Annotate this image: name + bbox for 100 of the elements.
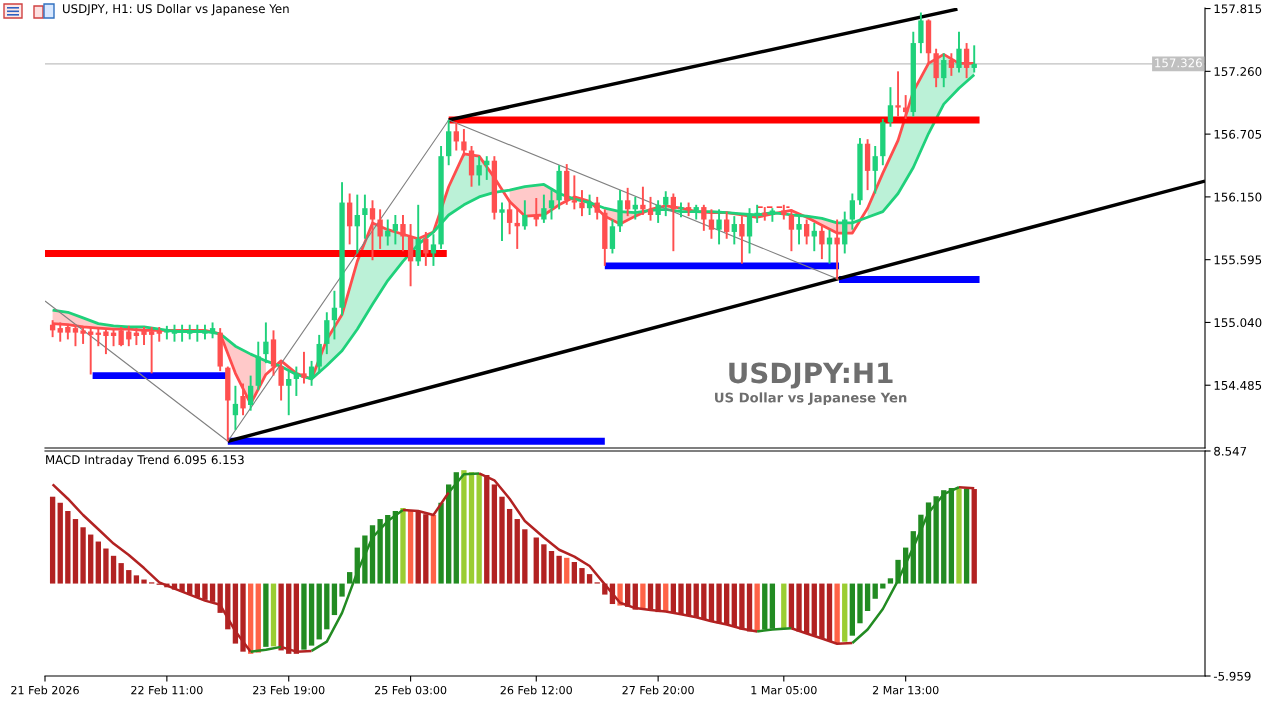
candlestick [541, 193, 547, 224]
candlestick [80, 324, 86, 345]
bar [301, 583, 307, 650]
bar [522, 529, 528, 584]
bar [724, 583, 730, 625]
bar [49, 496, 56, 584]
bar [308, 583, 315, 646]
bar [377, 519, 383, 584]
candlestick [377, 208, 383, 250]
x-tick-label: 23 Feb 19:00 [253, 685, 325, 695]
bar [895, 559, 901, 584]
chart-title: USDJPY, H1: US Dollar vs Japanese Yen [63, 4, 289, 16]
candlestick [716, 208, 722, 246]
bar [499, 496, 505, 584]
bar [678, 583, 684, 615]
line-series [477, 472, 759, 633]
bar [887, 578, 894, 584]
bar [126, 570, 132, 584]
bar [963, 488, 970, 584]
x-tick-label: 22 Feb 11:00 [131, 685, 203, 695]
candlestick [724, 210, 730, 240]
candlestick [263, 321, 269, 365]
bar [110, 555, 117, 584]
bar [65, 510, 71, 584]
bar [133, 575, 140, 584]
line-series [851, 486, 961, 645]
candlestick [971, 44, 977, 74]
candlestick [506, 199, 513, 236]
y-tick-label: 155.040 [1214, 318, 1262, 328]
candlestick [941, 52, 947, 89]
bar [506, 508, 513, 584]
bar [685, 583, 692, 616]
bar [731, 583, 737, 627]
candlestick [918, 11, 924, 55]
candlestick [803, 218, 810, 246]
candlestick [316, 333, 322, 375]
candlestick [746, 207, 753, 255]
candlestick [362, 193, 368, 240]
candlestick [796, 215, 802, 246]
bar [655, 583, 661, 613]
y-tick-label: -5.959 [1213, 671, 1251, 681]
bar [842, 583, 848, 642]
bar [541, 544, 547, 584]
candlestick [548, 189, 555, 221]
bar [872, 583, 878, 599]
candlestick [232, 384, 239, 431]
bar [491, 484, 498, 584]
bar [141, 579, 147, 584]
candlestick [579, 189, 585, 218]
candlestick [247, 374, 254, 412]
line-series [310, 508, 405, 653]
bar [468, 472, 475, 584]
candlestick [347, 192, 353, 246]
candlestick [148, 326, 155, 375]
x-tick-label: 2 Mar 13:00 [872, 685, 939, 695]
x-tick-label: 21 Feb 2026 [11, 685, 79, 695]
bar [339, 583, 345, 597]
bar [476, 473, 482, 584]
candlestick [331, 289, 338, 341]
bar [400, 508, 406, 584]
candlestick [640, 185, 646, 216]
candlestick [788, 208, 795, 253]
x-tick-label: 25 Feb 03:00 [374, 685, 447, 695]
bar [80, 527, 86, 584]
bar [739, 583, 745, 630]
bar [956, 488, 962, 584]
bar [316, 583, 322, 640]
candlestick [754, 203, 760, 224]
bar [461, 470, 467, 584]
bar [663, 583, 669, 612]
chart-title: MACD Intraday Trend 6.095 6.153 [46, 455, 244, 467]
x-tick-label: 26 Feb 12:00 [500, 685, 572, 695]
bar [548, 551, 555, 584]
candlestick [895, 70, 901, 118]
candlestick [103, 327, 109, 356]
y-tick-label: 156.150 [1214, 192, 1262, 202]
candlestick [278, 359, 284, 402]
bar [670, 583, 677, 613]
candlestick [430, 233, 437, 267]
bar [849, 583, 856, 636]
candlestick [625, 186, 631, 218]
bar [118, 563, 124, 584]
candlestick [57, 321, 63, 343]
bar [754, 583, 760, 632]
candlestick [887, 86, 894, 128]
y-tick-label: 157.260 [1214, 67, 1262, 76]
bar [564, 557, 570, 584]
y-tick-label: 154.485 [1214, 380, 1262, 390]
bar [57, 502, 63, 584]
bar [834, 583, 840, 644]
candlestick [571, 174, 578, 211]
candlestick [819, 223, 825, 261]
bar [484, 475, 490, 584]
bar [716, 583, 722, 624]
candlestick [126, 324, 132, 348]
bar [438, 502, 444, 584]
bar [72, 519, 79, 584]
candlestick [670, 192, 677, 253]
candlestick [655, 199, 661, 224]
x-tick-label: 27 Feb 20:00 [622, 685, 694, 695]
